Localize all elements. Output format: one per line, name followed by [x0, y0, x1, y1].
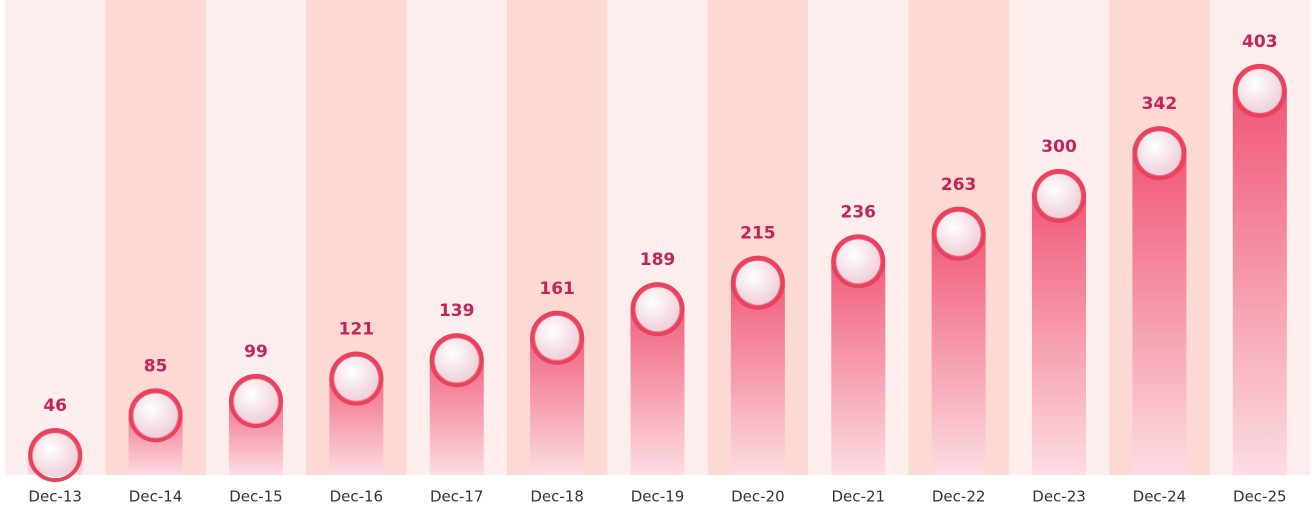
- x-tick-label: Dec-23: [1032, 488, 1086, 506]
- bar-cap-ring: [1132, 126, 1187, 181]
- bar-cap-ring: [228, 374, 283, 429]
- x-tick-label: Dec-19: [631, 488, 685, 506]
- bar-cap-ring: [429, 333, 484, 388]
- x-tick-label: Dec-18: [530, 488, 584, 506]
- x-tick-label: Dec-24: [1133, 488, 1187, 506]
- bar-cap: [735, 260, 780, 305]
- value-label: 121: [339, 320, 375, 340]
- value-label: 263: [941, 175, 977, 195]
- value-label: 189: [640, 250, 676, 270]
- x-tick-label: Dec-25: [1233, 488, 1287, 506]
- band: [5, 0, 106, 475]
- bar-cap: [535, 315, 580, 360]
- value-label: 342: [1142, 94, 1178, 114]
- value-label: 139: [439, 301, 475, 321]
- bar-cap-ring: [28, 428, 83, 483]
- bar-cap-ring: [128, 388, 183, 443]
- bar-cap-ring: [530, 310, 585, 365]
- x-tick-label: Dec-20: [731, 488, 785, 506]
- bar-cap-ring: [329, 351, 384, 406]
- x-tick-label: Dec-13: [28, 488, 82, 506]
- value-label: 99: [244, 342, 268, 362]
- value-label: 300: [1041, 137, 1077, 157]
- value-label: 161: [539, 279, 575, 299]
- bar: [831, 234, 886, 475]
- bar-cap-ring: [931, 206, 986, 261]
- value-label: 403: [1242, 32, 1278, 52]
- bar-cap: [1237, 69, 1282, 113]
- x-tick-label: Dec-22: [932, 488, 986, 506]
- bar-cap-ring: [1232, 64, 1287, 118]
- bar-cap-ring: [630, 282, 685, 337]
- bar-cap: [33, 433, 78, 478]
- bar-cap: [936, 211, 981, 256]
- value-label: 215: [740, 224, 776, 244]
- x-tick-label: Dec-15: [229, 488, 283, 506]
- bar-cap-ring: [730, 255, 785, 310]
- bar: [1132, 126, 1187, 475]
- bar-cap: [334, 356, 379, 401]
- bar-cap: [434, 338, 479, 383]
- bar-cap-ring: [1032, 169, 1087, 224]
- value-label: 46: [43, 396, 67, 416]
- value-label: 85: [144, 356, 168, 376]
- bar-cap: [836, 239, 881, 284]
- x-tick-label: Dec-14: [129, 488, 183, 506]
- x-tick-label: Dec-16: [330, 488, 384, 506]
- bar: [1032, 169, 1087, 475]
- bar-cap-ring: [831, 234, 886, 289]
- x-tick-label: Dec-21: [832, 488, 886, 506]
- x-tick-label: Dec-17: [430, 488, 484, 506]
- bar: [730, 255, 785, 475]
- bar-cap: [1137, 131, 1182, 176]
- bar-cap: [233, 379, 278, 424]
- bar-cap: [635, 287, 680, 332]
- bar: [1232, 64, 1287, 475]
- value-label: 236: [841, 202, 877, 222]
- bar-cap: [1037, 174, 1082, 219]
- bar-cap: [133, 393, 178, 438]
- bar: [931, 206, 986, 475]
